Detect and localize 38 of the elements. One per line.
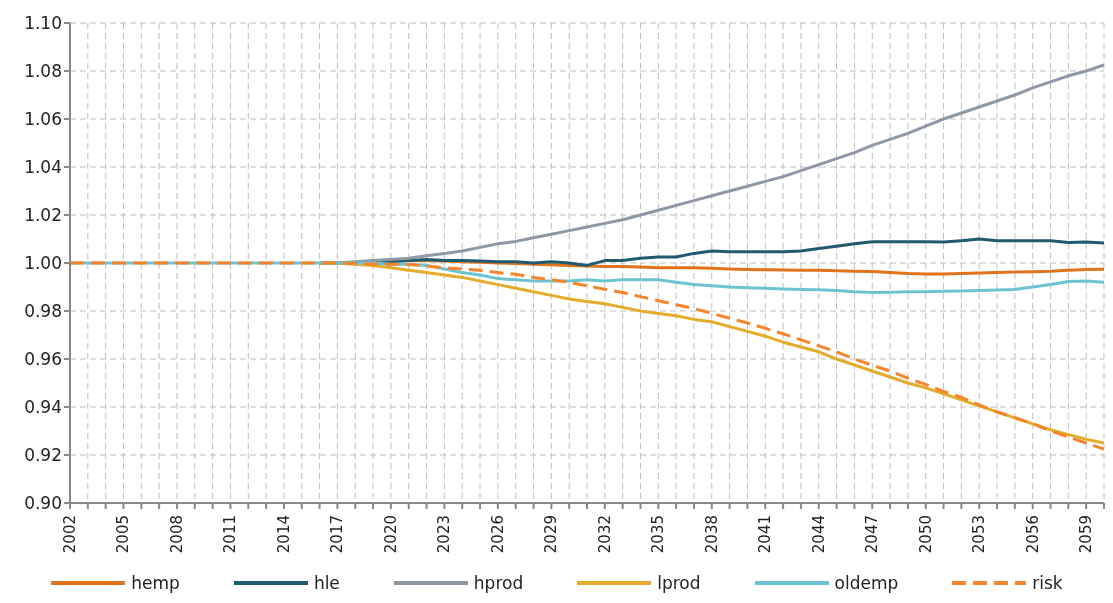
legend-label: hemp bbox=[131, 573, 180, 593]
y-tick-label: 0.96 bbox=[24, 349, 62, 370]
y-tick-label: 1.02 bbox=[24, 205, 62, 226]
y-tick-label: 1.06 bbox=[24, 109, 62, 130]
legend-label: risk bbox=[1032, 573, 1063, 593]
x-tick-label: 2020 bbox=[381, 515, 400, 554]
y-tick-label: 0.92 bbox=[24, 445, 62, 466]
y-tick-label: 0.98 bbox=[24, 301, 62, 322]
x-tick-label: 2050 bbox=[916, 515, 935, 554]
x-tick-label: 2014 bbox=[274, 515, 293, 554]
x-tick-label: 2023 bbox=[435, 515, 454, 554]
x-tick-label: 2017 bbox=[328, 515, 347, 554]
x-tick-label: 2008 bbox=[167, 515, 186, 554]
x-tick-label: 2044 bbox=[809, 515, 828, 554]
x-tick-label: 2053 bbox=[970, 515, 989, 554]
y-tick-label: 0.94 bbox=[24, 397, 62, 418]
legend-label: hle bbox=[313, 573, 340, 593]
y-tick-label: 1.04 bbox=[24, 157, 62, 178]
x-tick-label: 2011 bbox=[221, 515, 240, 554]
x-tick-label: 2059 bbox=[1077, 515, 1096, 554]
x-tick-label: 2035 bbox=[649, 515, 668, 554]
x-tick-label: 2041 bbox=[756, 515, 775, 554]
x-tick-label: 2026 bbox=[488, 515, 507, 554]
legend-label: lprod bbox=[657, 573, 701, 593]
y-tick-label: 1.10 bbox=[24, 13, 62, 34]
x-tick-label: 2047 bbox=[863, 515, 882, 554]
x-tick-label: 2029 bbox=[542, 515, 561, 554]
y-tick-label: 0.90 bbox=[24, 493, 62, 514]
legend-label: hprod bbox=[473, 573, 524, 593]
line-series bbox=[70, 261, 1104, 451]
x-tick-label: 2056 bbox=[1023, 515, 1042, 554]
x-tick-label: 2032 bbox=[595, 515, 614, 554]
x-tick-label: 2005 bbox=[114, 515, 133, 554]
x-tick-label: 2038 bbox=[702, 515, 721, 554]
legend-label: oldemp bbox=[834, 573, 899, 593]
y-tick-label: 1.08 bbox=[24, 61, 62, 82]
x-tick-label: 2002 bbox=[61, 515, 79, 554]
y-tick-label: 1.00 bbox=[24, 253, 62, 274]
